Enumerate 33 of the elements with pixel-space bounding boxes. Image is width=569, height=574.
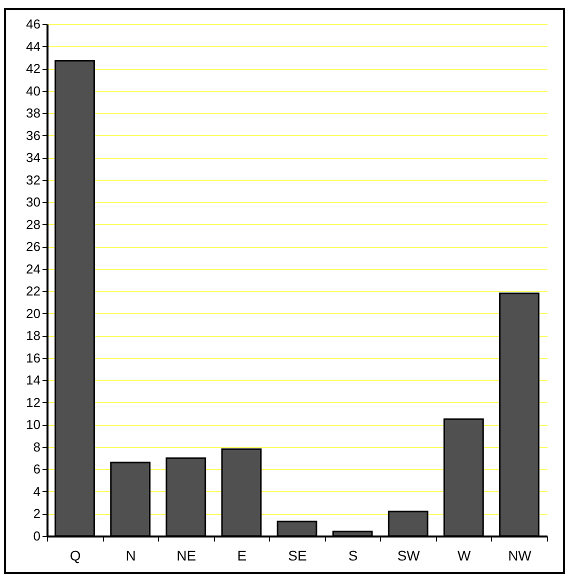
y-tick-label: 30	[26, 194, 40, 210]
y-tick-label: 40	[26, 83, 40, 98]
x-tick-label: SW	[397, 548, 421, 564]
y-tick-label: 32	[26, 172, 40, 188]
y-tick-label: 36	[26, 128, 40, 143]
x-tick-label: S	[348, 548, 358, 564]
y-tick-label: 4	[33, 484, 40, 499]
y-tick-label: 20	[26, 306, 40, 321]
x-tick-label: N	[126, 548, 136, 564]
y-tick-label: 6	[33, 462, 40, 477]
x-tick-label: NE	[176, 548, 196, 564]
y-tick-label: 10	[26, 417, 40, 432]
y-tick-label: 34	[26, 150, 40, 166]
y-tick-label: 26	[26, 239, 40, 254]
x-tick-label: E	[237, 548, 247, 564]
y-tick-label: 14	[26, 372, 40, 388]
y-tick-label: 24	[26, 261, 40, 276]
x-tick-label: NW	[508, 548, 532, 564]
y-tick-label: 18	[26, 328, 40, 344]
y-tick-label: 2	[33, 506, 40, 522]
y-tick-label: 8	[33, 439, 40, 454]
y-tick-label: 0	[33, 528, 40, 544]
y-tick-label: 12	[26, 394, 40, 410]
y-tick-label: 46	[26, 16, 40, 32]
x-tick-label: SE	[288, 548, 307, 564]
y-tick-label: 28	[26, 216, 40, 232]
y-tick-label: 22	[26, 284, 40, 299]
y-tick-label: 16	[26, 350, 40, 366]
y-tick-label: 38	[26, 106, 40, 121]
y-tick-label: 42	[26, 61, 40, 76]
y-tick-label: 44	[26, 38, 40, 54]
x-tick-label: Q	[70, 548, 81, 564]
x-tick-label: W	[458, 548, 472, 564]
